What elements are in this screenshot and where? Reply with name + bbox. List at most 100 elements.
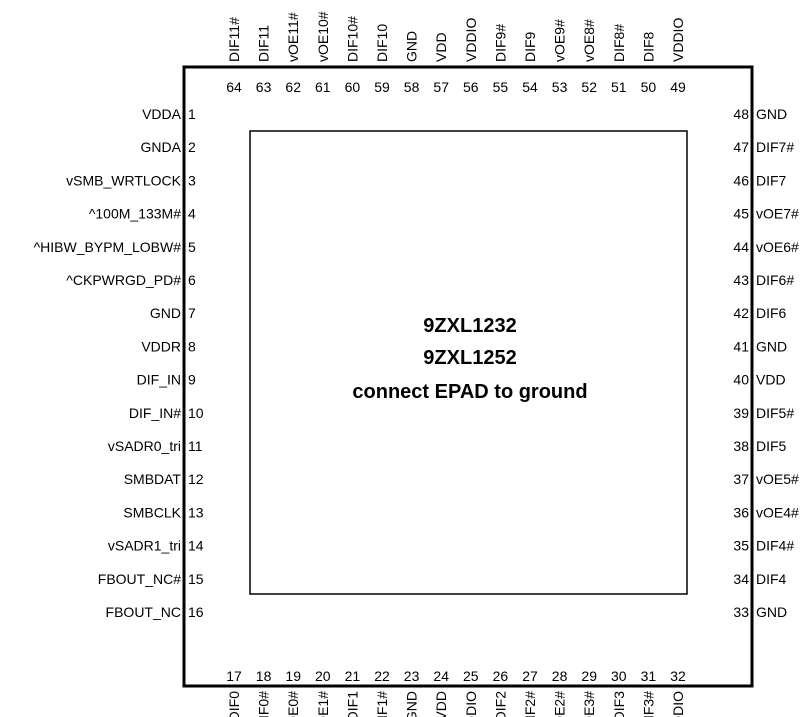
pin-number-bottom: 32 xyxy=(670,668,686,684)
pin-number-left: 13 xyxy=(188,504,204,520)
pin-number-bottom: 31 xyxy=(641,668,657,684)
pin-number-top: 55 xyxy=(493,79,509,95)
pin-number-right: 45 xyxy=(733,206,749,222)
pin-name-top: DIF9# xyxy=(492,24,508,62)
pin-name-bottom: vOE2# xyxy=(552,691,568,717)
pin-name-top: vOE10# xyxy=(315,11,331,62)
pin-number-bottom: 18 xyxy=(256,668,272,684)
pin-name-top: DIF11# xyxy=(226,17,242,62)
pin-name-right: vOE6# xyxy=(756,239,799,255)
pin-name-bottom: VDDIO xyxy=(670,691,686,717)
pin-name-right: GND xyxy=(756,604,787,620)
pin-number-bottom: 25 xyxy=(463,668,479,684)
pin-name-bottom: VDDIO xyxy=(463,691,479,717)
pin-number-top: 52 xyxy=(581,79,597,95)
pin-name-right: vOE7# xyxy=(756,206,799,222)
pin-name-left: ^100M_133M# xyxy=(89,206,181,222)
pin-number-top: 61 xyxy=(315,79,331,95)
pin-name-top: VDDIO xyxy=(670,18,686,62)
pin-number-bottom: 26 xyxy=(493,668,509,684)
chip-title-line-2: 9ZXL1252 xyxy=(423,347,516,369)
pin-name-top: DIF11 xyxy=(256,25,272,62)
pin-name-bottom: DIF1 xyxy=(344,691,360,717)
pin-name-top: VDD xyxy=(433,32,449,62)
pin-number-right: 35 xyxy=(733,538,749,554)
pin-number-top: 58 xyxy=(404,79,420,95)
pin-number-left: 2 xyxy=(188,139,196,155)
pin-number-bottom: 24 xyxy=(433,668,449,684)
pin-number-bottom: 23 xyxy=(404,668,420,684)
pin-number-right: 38 xyxy=(733,438,749,454)
pin-number-right: 39 xyxy=(733,405,749,421)
pin-name-left: vSMB_WRTLOCK xyxy=(66,172,182,188)
pin-name-bottom: DIF0 xyxy=(226,691,242,717)
pin-number-top: 50 xyxy=(641,79,657,95)
pin-number-right: 40 xyxy=(733,372,749,388)
pin-number-top: 56 xyxy=(463,79,479,95)
pin-number-right: 44 xyxy=(733,239,749,255)
epad-outline xyxy=(249,130,688,595)
pin-number-left: 6 xyxy=(188,272,196,288)
pin-name-bottom: DIF2# xyxy=(522,691,538,717)
package-outline xyxy=(182,65,754,688)
pin-number-right: 34 xyxy=(733,571,749,587)
pin-number-left: 14 xyxy=(188,538,204,554)
pin-name-top: DIF8# xyxy=(611,24,627,62)
pin-name-left: vSADR1_tri xyxy=(108,538,181,554)
pin-number-bottom: 30 xyxy=(611,668,627,684)
pin-name-right: DIF4# xyxy=(756,538,794,554)
pin-name-bottom: vOE3# xyxy=(581,691,597,717)
pin-number-top: 59 xyxy=(374,79,390,95)
pin-name-right: DIF4 xyxy=(756,571,787,587)
pin-name-top: DIF10 xyxy=(374,24,390,62)
pin-number-left: 5 xyxy=(188,239,196,255)
pin-name-right: vOE4# xyxy=(756,504,799,520)
pin-name-right: DIF7# xyxy=(756,139,794,155)
pin-number-left: 15 xyxy=(188,571,204,587)
pin-name-top: DIF10# xyxy=(344,16,360,62)
pin-number-top: 54 xyxy=(522,79,538,95)
pin-name-right: DIF6 xyxy=(756,305,787,321)
pin-number-bottom: 29 xyxy=(581,668,597,684)
pin-number-bottom: 19 xyxy=(285,668,301,684)
pin-name-bottom: DIF3 xyxy=(611,691,627,717)
pin-name-right: GND xyxy=(756,338,787,354)
pin-name-left: ^CKPWRGD_PD# xyxy=(66,272,181,288)
pin-number-top: 62 xyxy=(285,79,301,95)
pin-name-top: vOE9# xyxy=(552,19,568,62)
pin-number-bottom: 21 xyxy=(345,668,361,684)
pin-number-left: 3 xyxy=(188,172,196,188)
pin-name-left: DIF_IN xyxy=(137,372,181,388)
pin-number-right: 48 xyxy=(733,106,749,122)
pin-number-bottom: 27 xyxy=(522,668,538,684)
pin-name-left: FBOUT_NC xyxy=(106,604,181,620)
pin-name-bottom: DIF2 xyxy=(492,691,508,717)
pin-name-bottom: GND xyxy=(404,691,420,717)
pin-number-right: 46 xyxy=(733,172,749,188)
pin-number-left: 16 xyxy=(188,604,204,620)
pin-name-left: VDDR xyxy=(141,338,181,354)
pin-name-top: DIF9 xyxy=(522,31,538,62)
pin-number-top: 53 xyxy=(552,79,568,95)
pin-number-top: 63 xyxy=(256,79,272,95)
pin-number-left: 1 xyxy=(188,106,196,122)
pin-number-left: 9 xyxy=(188,372,196,388)
pin-name-right: VDD xyxy=(756,372,786,388)
pin-name-left: ^HIBW_BYPM_LOBW# xyxy=(34,239,182,255)
pin-number-bottom: 20 xyxy=(315,668,331,684)
pin-name-bottom: DIF1# xyxy=(374,691,390,717)
pin-name-right: DIF7 xyxy=(756,172,787,188)
chip-title-line-1: 9ZXL1232 xyxy=(423,315,516,337)
pin-number-bottom: 28 xyxy=(552,668,568,684)
pin-number-right: 36 xyxy=(733,504,749,520)
pin-number-left: 10 xyxy=(188,405,204,421)
pin-name-bottom: vOE1# xyxy=(315,691,331,717)
pin-number-top: 57 xyxy=(433,79,449,95)
pin-name-right: DIF6# xyxy=(756,272,794,288)
pin-number-left: 8 xyxy=(188,338,196,354)
pin-number-left: 4 xyxy=(188,206,196,222)
pin-name-right: GND xyxy=(756,106,787,122)
pin-name-top: GND xyxy=(404,31,420,62)
pin-name-top: vOE11# xyxy=(285,12,301,62)
